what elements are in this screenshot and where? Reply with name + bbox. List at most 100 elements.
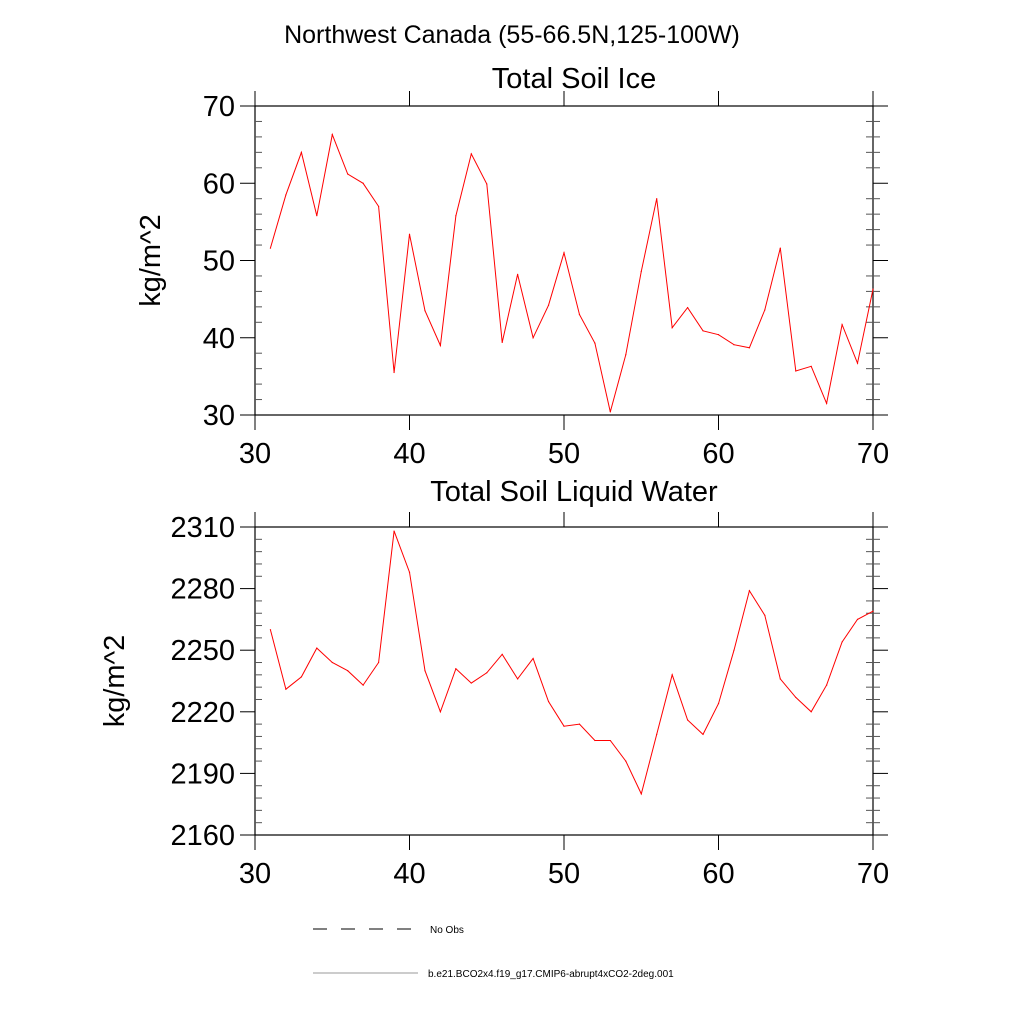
data-point <box>594 739 596 742</box>
panel-1: Total Soil Ice 30 40 50 60 70 30 40 50 60 70 kg/m^2 <box>135 63 889 470</box>
data-point <box>795 696 797 699</box>
plot-frame <box>254 105 874 416</box>
legend-label-no-obs: No Obs <box>430 925 464 936</box>
data-point <box>439 344 441 347</box>
series-line <box>269 530 874 796</box>
plot-frame <box>254 526 874 836</box>
data-point <box>856 362 859 364</box>
y-tick-label: 2310 <box>170 512 235 544</box>
data-point <box>625 760 627 762</box>
data-point <box>347 670 349 672</box>
data-point <box>609 739 611 742</box>
data-point <box>795 370 797 372</box>
data-point <box>517 678 519 680</box>
y-tick-label: 70 <box>203 91 235 123</box>
data-point <box>362 684 364 686</box>
data-point <box>316 215 318 217</box>
data-point <box>841 324 843 326</box>
data-point <box>764 309 766 311</box>
data-point <box>717 334 720 336</box>
data-point <box>671 327 673 329</box>
data-point <box>563 252 565 254</box>
data-point <box>687 719 689 721</box>
data-point <box>578 723 581 725</box>
data-point <box>331 661 333 664</box>
panel-title: Total Soil Liquid Water <box>430 476 718 508</box>
data-point <box>826 684 828 686</box>
data-point <box>702 330 704 332</box>
data-point <box>594 342 596 344</box>
x-tick-label: 30 <box>239 858 271 890</box>
data-point <box>331 133 333 136</box>
x-tick-label: 40 <box>393 438 425 470</box>
data-point <box>826 402 828 405</box>
data-point <box>810 365 812 367</box>
data-point <box>625 354 627 356</box>
data-point <box>547 700 550 703</box>
data-point <box>486 672 488 674</box>
data-point <box>408 233 411 235</box>
data-point <box>285 688 287 690</box>
data-point <box>687 307 689 309</box>
data-point <box>393 371 395 374</box>
y-axis-label: kg/m^2 <box>99 635 131 728</box>
data-point <box>810 711 812 713</box>
x-tick-label: 30 <box>239 438 271 470</box>
data-point <box>486 183 488 185</box>
y-axis-label: kg/m^2 <box>135 214 167 307</box>
x-tick-label: 70 <box>857 858 889 890</box>
data-point <box>455 215 457 217</box>
data-point <box>439 711 441 713</box>
y-tick-label: 40 <box>203 323 235 355</box>
data-point <box>424 670 426 672</box>
data-point <box>856 618 859 621</box>
data-point <box>269 629 272 631</box>
data-point <box>764 614 766 616</box>
data-point <box>285 194 287 196</box>
data-point <box>702 733 704 735</box>
data-point <box>269 247 272 249</box>
legend: No Obs b.e21.BCO2x4.f19_g17.CMIP6-abrupt… <box>313 925 674 980</box>
data-point <box>408 571 411 573</box>
data-point <box>362 182 364 184</box>
y-tick-label: 2250 <box>170 635 235 667</box>
data-point <box>378 205 380 208</box>
data-point <box>733 344 735 346</box>
x-tick-label: 60 <box>702 858 734 890</box>
y-tick-label: 2220 <box>170 697 235 729</box>
data-point <box>748 347 751 349</box>
data-point <box>470 153 472 155</box>
data-point <box>316 647 318 649</box>
data-point <box>671 674 673 676</box>
x-tick-label: 40 <box>393 858 425 890</box>
figure-title: Northwest Canada (55-66.5N,125-100W) <box>284 21 740 49</box>
y-tick-label: 2190 <box>170 758 235 790</box>
data-point <box>640 270 642 272</box>
data-point <box>779 678 781 680</box>
y-tick-label: 60 <box>203 168 235 200</box>
legend-label-model: b.e21.BCO2x4.f19_g17.CMIP6-abrupt4xCO2-2… <box>428 969 674 980</box>
y-tick-label: 30 <box>203 400 235 432</box>
data-point <box>563 725 565 727</box>
data-point <box>640 793 642 795</box>
data-point <box>517 273 519 276</box>
y-tick-label: 2280 <box>170 574 235 606</box>
data-point <box>872 288 874 290</box>
data-point <box>532 657 534 660</box>
data-point <box>872 610 874 612</box>
data-point <box>501 341 503 343</box>
data-point <box>470 682 472 684</box>
x-tick-label: 70 <box>857 438 889 470</box>
panel-title: Total Soil Ice <box>492 63 656 95</box>
data-point <box>656 198 658 200</box>
data-point <box>733 649 735 651</box>
data-point <box>748 590 751 592</box>
data-point <box>424 310 426 312</box>
x-tick-label: 50 <box>548 438 580 470</box>
data-point <box>455 668 457 670</box>
y-tick-label: 2160 <box>170 820 235 852</box>
y-tick-label: 50 <box>203 246 235 278</box>
data-point <box>393 530 395 532</box>
data-point <box>841 641 843 643</box>
